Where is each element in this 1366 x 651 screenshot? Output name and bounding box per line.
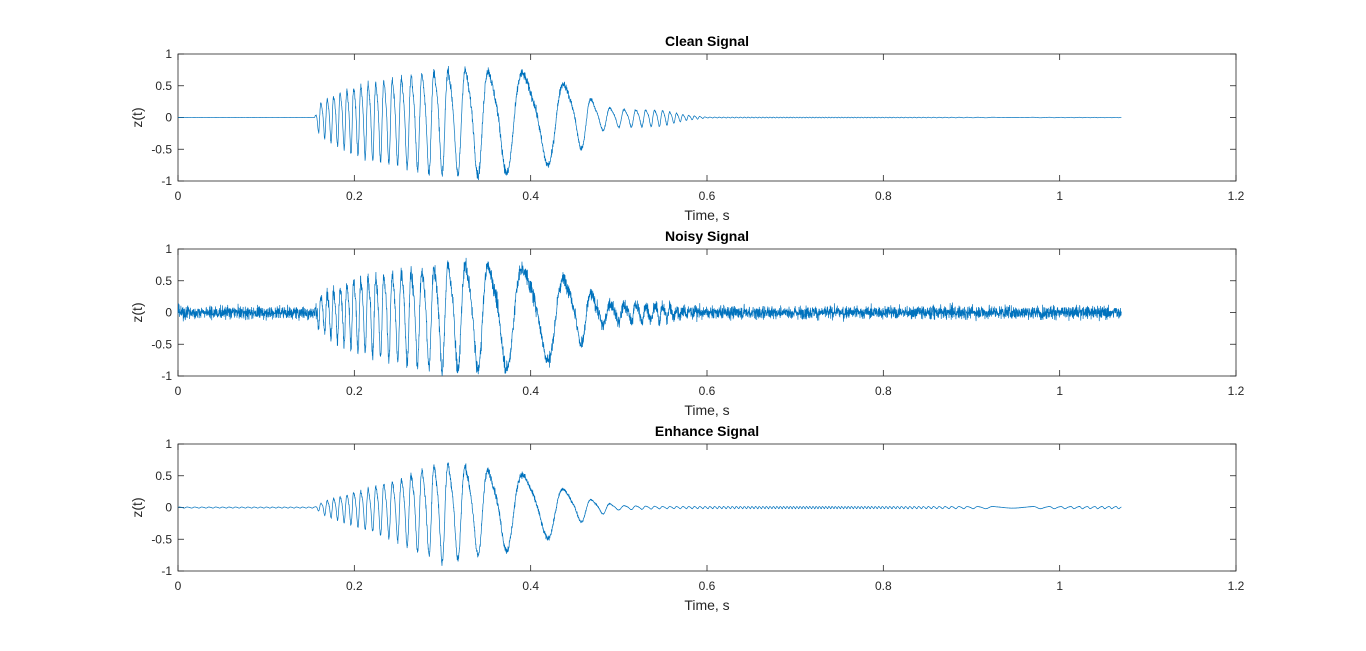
y-tick-label: -0.5	[151, 532, 172, 546]
y-axis-label: z(t)	[129, 107, 145, 127]
x-axis-label: Time, s	[684, 402, 729, 418]
x-tick-label: 0.2	[346, 189, 363, 203]
x-tick-label: 0.8	[875, 384, 892, 398]
subplot-1: Clean Signal 0 0.2 0.4 0.6 0.8 1 1.2 1 0.5 0 -0.5 -1…	[129, 33, 1245, 223]
y-tick-label: 0.5	[155, 79, 172, 93]
y-tick-label: 1	[165, 242, 172, 256]
x-tick-label: 1.2	[1228, 384, 1245, 398]
y-axis-label: z(t)	[129, 302, 145, 322]
x-tick-label: 0.4	[522, 384, 539, 398]
y-tick-label: 0.5	[155, 274, 172, 288]
x-tick-label: 1	[1056, 189, 1063, 203]
y-tick-label: 1	[165, 47, 172, 61]
x-tick-label: 1	[1056, 384, 1063, 398]
signal-line	[177, 66, 1122, 181]
y-tick-label: -1	[161, 174, 172, 188]
y-axis-label: z(t)	[129, 497, 145, 517]
chart-title: Enhance Signal	[655, 423, 759, 439]
signal-line	[177, 257, 1122, 376]
x-tick-label: 0.8	[875, 189, 892, 203]
x-tick-label: 0	[175, 384, 182, 398]
x-tick-label: 0	[175, 579, 182, 593]
y-tick-label: -0.5	[151, 337, 172, 351]
y-tick-label: -1	[161, 369, 172, 383]
x-tick-label: 0.8	[875, 579, 892, 593]
y-tick-label: 0.5	[155, 469, 172, 483]
x-tick-label: 1.2	[1228, 579, 1245, 593]
subplot-3: Enhance Signal 0 0.2 0.4 0.6 0.8 1 1.2 1 0.5 0 -0.5…	[129, 423, 1245, 613]
x-tick-label: 0.2	[346, 384, 363, 398]
x-axis-label: Time, s	[684, 597, 729, 613]
x-tick-label: 1	[1056, 579, 1063, 593]
x-tick-label: 0	[175, 189, 182, 203]
subplot-2: Noisy Signal 0 0.2 0.4 0.6 0.8 1 1.2 1 0.5 0 -0.5 -1…	[129, 228, 1245, 418]
x-tick-label: 0.2	[346, 579, 363, 593]
x-tick-label: 0.6	[699, 579, 716, 593]
chart-title: Noisy Signal	[665, 228, 749, 244]
y-tick-label: 1	[165, 437, 172, 451]
y-tick-label: 0	[165, 111, 172, 125]
y-tick-label: 0	[165, 306, 172, 320]
y-tick-label: -0.5	[151, 142, 172, 156]
x-tick-label: 0.4	[522, 189, 539, 203]
y-tick-label: -1	[161, 564, 172, 578]
x-tick-label: 0.4	[522, 579, 539, 593]
x-tick-label: 0.6	[699, 189, 716, 203]
y-tick-label: 0	[165, 501, 172, 515]
x-axis-label: Time, s	[684, 207, 729, 223]
signal-line	[177, 462, 1122, 566]
x-tick-label: 0.6	[699, 384, 716, 398]
chart-title: Clean Signal	[665, 33, 749, 49]
x-tick-label: 1.2	[1228, 189, 1245, 203]
